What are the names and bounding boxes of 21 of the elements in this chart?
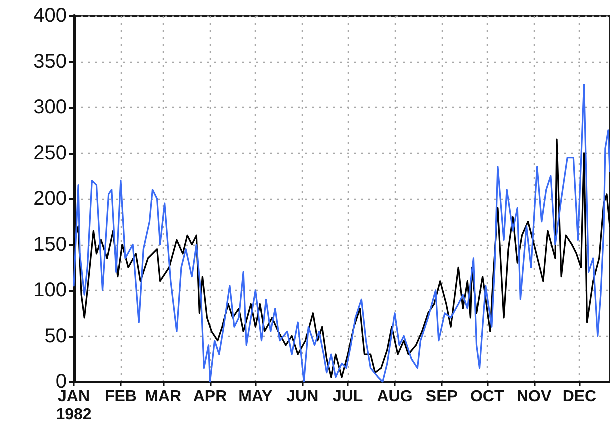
y-tick-label: 200 [34, 188, 67, 210]
line-series [73, 138, 610, 378]
y-tick-label: 100 [34, 280, 67, 302]
x-tick-label: FEB [104, 388, 137, 406]
x-tick-label: DEC [562, 388, 598, 406]
x-tick-label: OCT [470, 388, 504, 406]
x-tick-label: NOV [516, 388, 552, 406]
y-tick-label: 150 [34, 234, 67, 256]
y-tick-label: 50 [44, 325, 67, 348]
x-tick-label: JUN [286, 388, 319, 406]
x-tick-label: JAN 1982 [56, 388, 92, 424]
x-tick-label: SEP [426, 388, 458, 406]
x-tick-label: APR [193, 388, 228, 406]
x-tick-label: MAR [145, 388, 182, 406]
y-tick-label: 250 [34, 142, 67, 164]
y-tick-label: 400 [34, 5, 67, 27]
y-tick-label: 300 [34, 96, 67, 118]
x-tick-label: AUG [377, 388, 413, 406]
y-tick-label: 350 [34, 50, 67, 73]
x-tick-label: JUL [332, 388, 364, 406]
x-tick-label: MAY [238, 388, 274, 406]
